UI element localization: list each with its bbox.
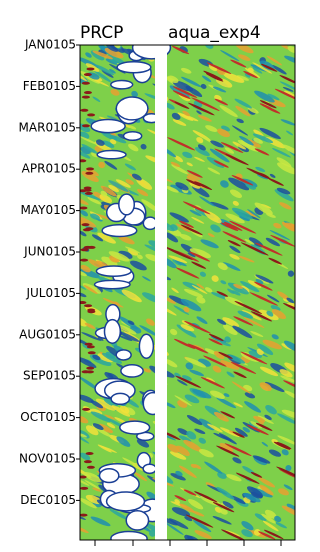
- y-tick-label: NOV0105: [19, 452, 76, 466]
- dry-patch: [97, 151, 126, 159]
- dry-patch: [104, 320, 120, 344]
- texture-streak: [84, 91, 92, 94]
- texture-streak: [80, 514, 88, 517]
- dry-patch: [100, 469, 119, 483]
- y-tick-label: FEB0105: [23, 79, 76, 93]
- texture-streak: [82, 223, 90, 226]
- dry-patch: [143, 464, 156, 473]
- y-tick-label: AUG0105: [19, 327, 76, 341]
- y-tick-label: JUN0105: [23, 245, 76, 259]
- texture-streak: [83, 228, 91, 231]
- dry-patch: [102, 225, 137, 237]
- chart-title: PRCP: [80, 23, 123, 43]
- texture-streak: [82, 96, 90, 99]
- y-tick-label: JUL0105: [25, 286, 76, 300]
- y-tick-label: MAY0105: [21, 203, 77, 217]
- texture-streak: [86, 370, 94, 373]
- texture-streak: [86, 452, 94, 455]
- dry-patch: [91, 119, 125, 132]
- texture-streak: [80, 487, 88, 490]
- chart-subtitle: aqua_exp4: [168, 23, 261, 43]
- chart: PRCP aqua_exp4 JAN0105 FEB0105 MAR0105 APR0…: [0, 0, 300, 548]
- texture-streak: [82, 82, 90, 85]
- dry-patch: [119, 194, 134, 215]
- texture-streak: [87, 310, 95, 313]
- texture-streak: [86, 167, 94, 170]
- dry-patch: [124, 132, 142, 141]
- texture-streak: [87, 345, 95, 348]
- y-tick-label: DEC0105: [20, 493, 76, 507]
- dry-patch: [111, 393, 129, 404]
- dry-patch: [116, 350, 131, 360]
- dry-patch: [95, 280, 130, 288]
- texture-streak: [80, 259, 88, 262]
- texture-streak: [87, 67, 95, 70]
- field: [71, 37, 300, 546]
- dry-patch: [96, 266, 131, 276]
- y-tick-label: OCT0105: [20, 410, 76, 424]
- dry-patch: [116, 97, 148, 120]
- dry-patch: [117, 62, 151, 73]
- texture-streak: [87, 466, 95, 469]
- dry-patch: [121, 365, 143, 377]
- texture-streak: [82, 124, 90, 127]
- texture-streak: [84, 246, 92, 249]
- x-ticks: [95, 540, 281, 546]
- y-tick-label: SEP0105: [23, 369, 76, 383]
- dry-patch: [139, 334, 153, 358]
- texture-streak: [84, 189, 92, 192]
- y-tick-label: JAN0105: [24, 38, 76, 52]
- dry-patch: [107, 492, 145, 511]
- texture-streak: [85, 172, 93, 175]
- texture-streak: [79, 206, 87, 209]
- texture-streak: [80, 109, 88, 112]
- texture-streak: [85, 343, 93, 346]
- y-tick-label: APR0105: [22, 162, 76, 176]
- dry-patch: [143, 217, 157, 229]
- texture-streak: [85, 192, 93, 195]
- texture-streak: [84, 73, 92, 76]
- texture-streak: [82, 408, 90, 411]
- dry-patch: [126, 511, 148, 530]
- dry-band: [155, 45, 167, 540]
- texture-streak: [84, 460, 92, 463]
- dry-patch: [111, 80, 133, 88]
- y-tick-label: MAR0105: [19, 120, 76, 134]
- dry-patch: [120, 421, 150, 434]
- dry-patch: [111, 531, 147, 545]
- texture-streak: [86, 367, 94, 370]
- texture-streak: [87, 113, 95, 116]
- texture-streak: [84, 304, 92, 307]
- texture-streak: [88, 351, 96, 354]
